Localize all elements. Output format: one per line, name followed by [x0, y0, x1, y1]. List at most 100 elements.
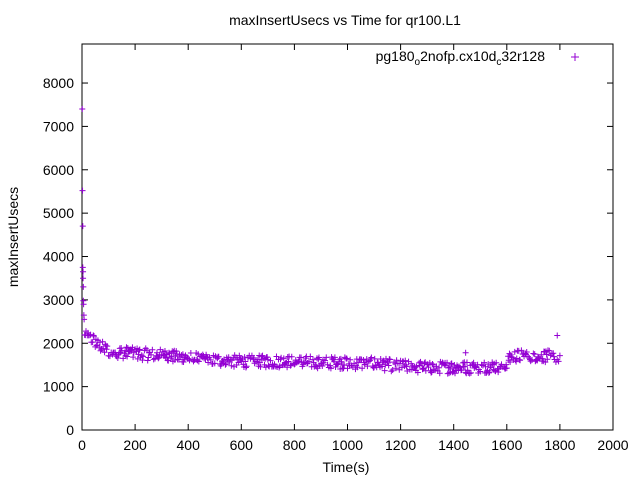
data-point-110: [173, 348, 180, 355]
data-point-325: [355, 359, 362, 366]
data-point-158: [215, 353, 222, 360]
data-point-48: [122, 352, 129, 359]
data-point-59: [130, 354, 137, 361]
legend-label-subscript-2: c: [496, 57, 501, 68]
data-point-446: [458, 367, 465, 374]
data-point-505: [507, 358, 514, 365]
x-tick-label-7: 1400: [438, 437, 469, 453]
data-point-23: [100, 345, 107, 352]
data-point-244: [285, 358, 292, 365]
data-point-522: [522, 350, 529, 357]
data-point-454: [464, 367, 471, 374]
data-point-11: [90, 333, 97, 340]
legend-label-part-3: 32r128: [501, 48, 545, 64]
data-point-71: [140, 353, 147, 360]
data-point-231: [276, 364, 283, 371]
data-point-148: [206, 354, 213, 361]
data-point-217: [264, 354, 271, 361]
data-point-301: [334, 361, 341, 368]
data-point-517: [517, 357, 524, 364]
data-point-427: [445, 364, 452, 371]
data-point-200: [250, 354, 257, 361]
data-point-118: [179, 351, 186, 358]
data-point-355: [381, 358, 388, 365]
y-tick-label-6: 6000: [43, 162, 74, 178]
legend-label-part-1: pg180: [376, 48, 415, 64]
data-point-480: [486, 369, 493, 376]
data-point-24: [101, 349, 108, 356]
data-point-487: [491, 367, 498, 374]
x-tick-label-3: 600: [230, 437, 254, 453]
data-point-474: [482, 363, 489, 370]
data-point-7: [87, 331, 94, 338]
data-point-380: [403, 363, 410, 370]
data-point-416: [436, 364, 443, 371]
data-point-153: [211, 360, 218, 367]
data-point-504: [506, 350, 513, 357]
data-point-313: [343, 355, 350, 362]
data-point-86: [155, 355, 162, 362]
data-point-500: [503, 361, 510, 368]
data-point-103: [168, 353, 175, 360]
data-point-239: [282, 361, 289, 368]
x-tick-label-5: 1000: [332, 437, 363, 453]
data-point-518: [518, 347, 525, 354]
data-point-565: [80, 275, 87, 282]
data-point-489: [493, 359, 500, 366]
data-point-242: [284, 364, 291, 371]
data-point-28: [104, 343, 111, 350]
data-point-352: [379, 363, 386, 370]
data-point-317: [347, 356, 354, 363]
data-point-472: [481, 359, 488, 366]
data-point-134: [194, 357, 201, 364]
data-point-410: [429, 361, 436, 368]
data-point-393: [416, 359, 423, 366]
data-point-561: [79, 187, 86, 194]
data-point-566: [80, 283, 87, 290]
data-point-484: [489, 361, 496, 368]
data-point-310: [341, 362, 348, 369]
data-point-102: [167, 355, 174, 362]
data-point-408: [428, 369, 435, 376]
data-point-80: [149, 346, 156, 353]
data-point-297: [331, 354, 338, 361]
data-point-441: [454, 364, 461, 371]
legend-label-subscript-1: o: [415, 57, 421, 68]
data-point-458: [467, 369, 474, 376]
data-point-491: [495, 369, 502, 376]
data-point-471: [479, 362, 486, 369]
data-point-268: [306, 358, 313, 365]
data-point-429: [446, 363, 453, 370]
data-point-571: [462, 349, 469, 356]
data-point-167: [223, 360, 230, 367]
data-point-413: [432, 367, 439, 374]
legend: pg180o2nofp.cx10dc32r128: [376, 48, 579, 68]
data-point-234: [278, 354, 285, 361]
data-point-290: [327, 362, 334, 369]
data-point-469: [477, 368, 484, 375]
data-point-562: [79, 223, 86, 230]
data-point-572: [554, 332, 561, 339]
data-point-369: [393, 357, 400, 364]
data-point-194: [243, 363, 250, 370]
data-point-106: [170, 348, 177, 355]
data-point-553: [550, 350, 557, 357]
data-point-79: [148, 351, 155, 358]
data-point-361: [385, 362, 392, 369]
data-point-192: [242, 358, 249, 365]
data-point-531: [531, 351, 538, 358]
data-point-166: [222, 361, 229, 368]
data-point-570: [81, 316, 88, 323]
data-point-550: [546, 347, 553, 354]
data-point-453: [463, 359, 470, 366]
data-point-286: [321, 357, 328, 364]
y-tick-label-2: 2000: [43, 335, 74, 351]
data-point-38: [114, 354, 121, 361]
data-point-182: [235, 359, 242, 366]
data-point-283: [319, 362, 326, 369]
data-point-183: [236, 352, 243, 359]
data-point-437: [452, 370, 459, 377]
y-tick-label-0: 0: [66, 422, 74, 438]
y-tick-label-8: 8000: [43, 75, 74, 91]
data-point-424: [442, 362, 449, 369]
